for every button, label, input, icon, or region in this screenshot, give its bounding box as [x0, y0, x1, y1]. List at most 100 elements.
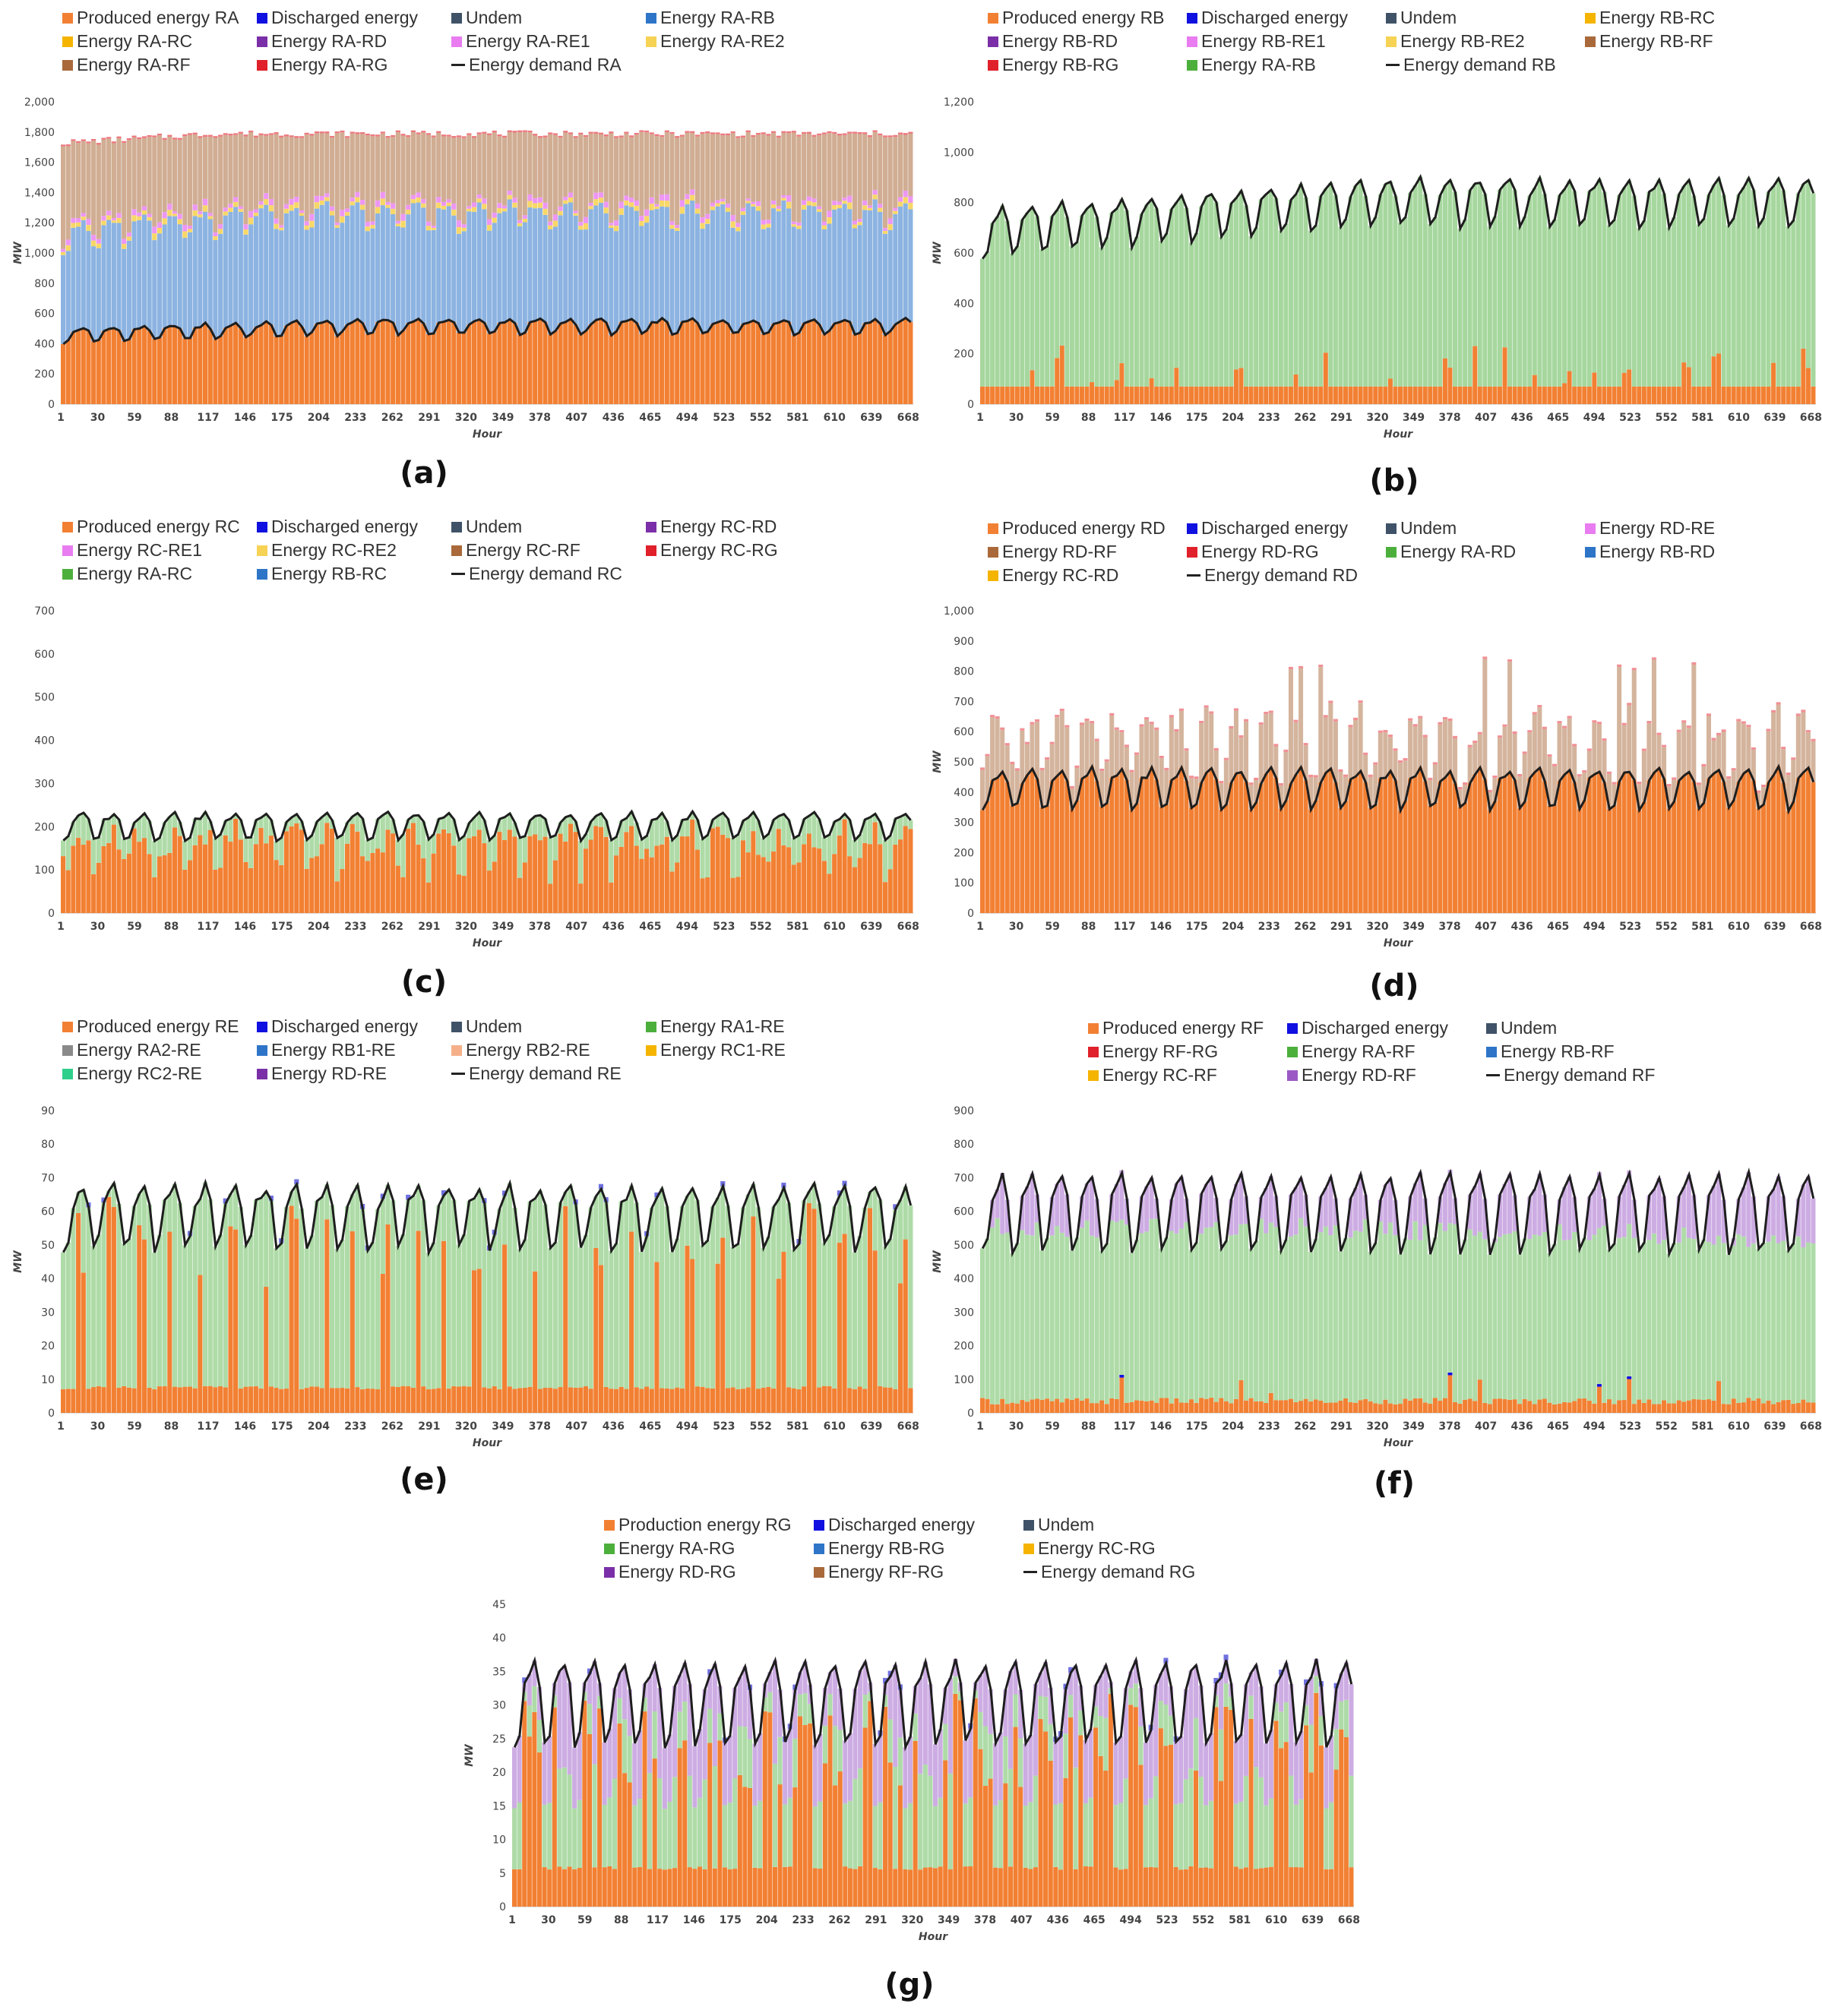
- bar-segment: [761, 132, 766, 134]
- bar-segment: [512, 197, 517, 203]
- bar-segment: [872, 130, 878, 132]
- x-tick-label: 146: [234, 1420, 256, 1433]
- bar-segment: [1313, 775, 1318, 778]
- bar-segment: [1109, 386, 1115, 404]
- bar-segment: [1023, 1867, 1028, 1907]
- bar-segment: [657, 1869, 663, 1907]
- bar-segment: [1467, 386, 1472, 404]
- bar-segment: [416, 815, 421, 845]
- bar-segment: [446, 1190, 451, 1389]
- bar-segment: [1049, 1196, 1055, 1236]
- bar-segment: [1238, 735, 1244, 738]
- bar-segment: [552, 1242, 558, 1389]
- bar-segment: [1786, 1399, 1791, 1413]
- bar-segment: [568, 202, 573, 319]
- bar-segment: [1621, 1185, 1627, 1237]
- bar-segment: [1736, 1402, 1741, 1413]
- bar-segment: [1124, 386, 1129, 404]
- bar-segment: [1014, 803, 1020, 913]
- bar-segment: [1662, 193, 1667, 387]
- bar-segment: [588, 821, 593, 840]
- bar-segment: [1238, 1734, 1244, 1802]
- bar-segment: [137, 1224, 142, 1413]
- bar-segment: [568, 815, 573, 824]
- bar-segment: [283, 1389, 289, 1413]
- bar-segment: [243, 837, 248, 862]
- legend-swatch: [1386, 546, 1397, 558]
- bar-segment: [223, 835, 228, 913]
- bar-segment: [1641, 386, 1646, 404]
- bar-segment: [1358, 1400, 1363, 1413]
- bar-segment: [664, 131, 669, 194]
- bar-segment: [878, 204, 883, 208]
- bar-segment: [355, 831, 360, 913]
- bar-segment: [1517, 226, 1523, 387]
- bar-segment: [1373, 804, 1378, 913]
- bar-segment: [187, 860, 193, 913]
- bar-segment: [1218, 1677, 1223, 1730]
- legend-item: Energy RA-RE1: [451, 31, 641, 52]
- x-tick-label: 494: [1119, 1914, 1141, 1926]
- bar-segment: [461, 137, 467, 225]
- bar-segment: [568, 197, 573, 203]
- legend-label: Energy RA-RF: [77, 55, 191, 74]
- bar-segment: [471, 136, 477, 138]
- bar-segment: [847, 1800, 852, 1869]
- bar-segment: [598, 134, 604, 193]
- bar-segment: [1637, 1250, 1642, 1400]
- bar-segment: [1148, 1730, 1153, 1799]
- x-tick-label: 668: [1800, 921, 1822, 933]
- bar-segment: [294, 1184, 299, 1219]
- bar-segment: [1328, 386, 1333, 404]
- bar-segment: [837, 1243, 842, 1413]
- bar-segment: [629, 202, 634, 207]
- bar-segment: [410, 203, 416, 322]
- bar-segment: [76, 815, 81, 838]
- bar-segment: [1258, 725, 1264, 784]
- bar-segment: [852, 1252, 857, 1389]
- bar-segment: [268, 820, 274, 836]
- bar-segment: [1472, 1235, 1478, 1401]
- bar-segment: [627, 1782, 632, 1907]
- bar-segment: [1038, 1695, 1043, 1720]
- bar-segment: [903, 197, 908, 204]
- bar-segment: [1099, 771, 1105, 807]
- bar-segment: [1348, 386, 1353, 404]
- bar-segment: [233, 134, 239, 197]
- bar-segment: [203, 844, 208, 913]
- bar-segment: [1403, 801, 1408, 913]
- bar-segment: [1139, 386, 1144, 404]
- bar-segment: [1811, 1243, 1816, 1403]
- bar-segment: [908, 133, 913, 197]
- y-tick-label: 200: [954, 847, 974, 859]
- bar-segment: [233, 819, 239, 913]
- bar-segment: [223, 207, 228, 212]
- bar-segment: [365, 231, 370, 334]
- bar-segment: [1348, 779, 1353, 913]
- bar-segment: [334, 133, 340, 223]
- bar-segment: [672, 1777, 678, 1869]
- bar-segment: [223, 215, 228, 328]
- bar-segment: [639, 130, 644, 132]
- bar-segment: [821, 334, 827, 404]
- bar-segment: [395, 1246, 400, 1387]
- bar-segment: [340, 130, 345, 133]
- x-tick-label: 175: [720, 1914, 742, 1926]
- bar-segment: [1198, 1776, 1204, 1868]
- bar-segment: [1507, 386, 1513, 404]
- y-tick-label: 25: [492, 1733, 506, 1746]
- legend-item: Undem: [451, 8, 641, 28]
- bar-segment: [796, 226, 802, 229]
- bar-segment: [990, 386, 995, 404]
- bar-segment: [1035, 216, 1040, 387]
- bar-segment: [1293, 374, 1298, 404]
- bar-segment: [1268, 710, 1273, 713]
- bar-segment: [1522, 754, 1527, 802]
- bar-segment: [391, 833, 396, 913]
- bar-segment: [1726, 807, 1732, 913]
- bar-segment: [1602, 1199, 1607, 1226]
- bar-segment: [1184, 748, 1189, 751]
- bar-segment: [198, 835, 203, 913]
- bar-segment: [1691, 386, 1697, 404]
- bar-segment: [1288, 1398, 1293, 1413]
